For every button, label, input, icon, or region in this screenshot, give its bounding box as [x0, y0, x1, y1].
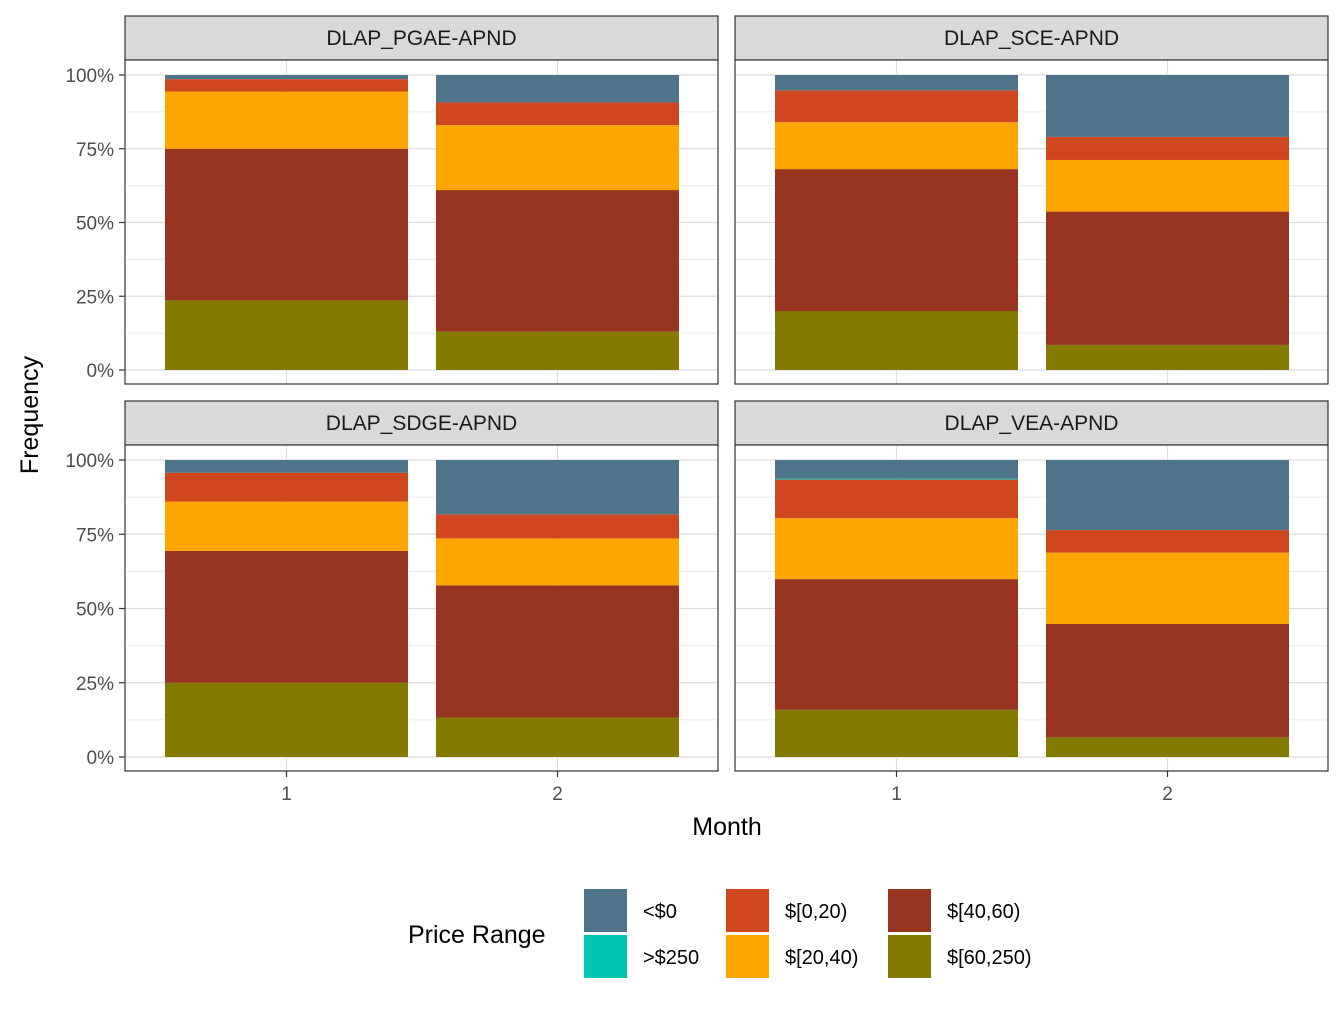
y-tick-label: 50%	[76, 600, 114, 621]
y-tick-label: 0%	[87, 748, 115, 769]
bar-segment	[775, 579, 1018, 710]
y-tick-label: 25%	[76, 674, 114, 695]
facet-strip	[124, 15, 719, 61]
bar-segment	[1046, 159, 1289, 212]
x-tick-label: 2	[552, 784, 563, 805]
bar-segment	[1046, 552, 1289, 624]
bar-segment	[436, 75, 679, 103]
bar-segment	[436, 102, 679, 126]
legend-swatch	[888, 935, 931, 978]
x-tick-label: 1	[281, 784, 292, 805]
panel-border	[734, 59, 1329, 385]
bar-segment	[1046, 623, 1289, 738]
x-tick-label: 2	[1162, 784, 1173, 805]
bar-segment	[436, 125, 679, 191]
bar-segment	[1046, 460, 1289, 531]
y-tick-label: 75%	[76, 140, 114, 161]
bar-segment	[775, 75, 1018, 91]
legend-label: $[20,40)	[785, 947, 858, 969]
bar-segment	[775, 709, 1018, 757]
y-tick-label: 100%	[65, 66, 114, 87]
bar-segment	[1046, 737, 1289, 757]
bar-segment	[165, 550, 408, 683]
bar-segment	[775, 518, 1018, 580]
bar-segment	[165, 148, 408, 301]
legend-label: $[0,20)	[785, 901, 847, 923]
facet-strip	[124, 400, 719, 446]
bar-segment	[436, 331, 679, 370]
y-tick-label: 75%	[76, 525, 114, 546]
bar-segment	[1046, 344, 1289, 370]
legend-title: Price Range	[408, 921, 546, 949]
legend-swatch	[726, 935, 769, 978]
bar-segment	[1046, 75, 1289, 137]
bar-segment	[436, 538, 679, 586]
legend-label: $[60,250)	[947, 947, 1032, 969]
bar-segment	[165, 501, 408, 551]
bar-segment	[436, 460, 679, 515]
x-axis-title: Month	[692, 813, 761, 841]
x-tick-label: 1	[891, 784, 902, 805]
bar-segment	[775, 169, 1018, 311]
bar-segment	[775, 122, 1018, 170]
bar-segment	[165, 79, 408, 92]
bar-segment	[436, 514, 679, 539]
bar-segment	[165, 300, 408, 370]
bar-segment	[436, 717, 679, 757]
bar-segment	[165, 472, 408, 502]
bar-segment	[165, 682, 408, 757]
bar-segment	[1046, 530, 1289, 553]
bar-segment	[436, 190, 679, 332]
bar-segment	[1046, 136, 1289, 160]
y-tick-label: 25%	[76, 287, 114, 308]
facet-title: DLAP_SCE-APND	[944, 27, 1119, 50]
bar-segment	[775, 311, 1018, 370]
legend-swatch	[726, 889, 769, 932]
facet-strip	[734, 400, 1329, 446]
legend-swatch	[584, 935, 627, 978]
legend-label: $[40,60)	[947, 901, 1020, 923]
bar-segment	[436, 585, 679, 718]
facet-title: DLAP_VEA-APND	[945, 412, 1119, 435]
y-tick-label: 100%	[65, 451, 114, 472]
y-axis-title: Frequency	[16, 355, 44, 474]
bar-segment	[165, 75, 408, 80]
bar-segment	[165, 460, 408, 473]
legend-label: <$0	[643, 901, 677, 923]
bar-segment	[775, 478, 1018, 480]
y-tick-label: 0%	[87, 361, 115, 382]
legend-label: >$250	[643, 947, 699, 969]
facet-title: DLAP_SDGE-APND	[326, 412, 517, 435]
facet-title: DLAP_PGAE-APND	[326, 27, 516, 50]
panel-border	[734, 444, 1329, 772]
legend-swatch	[888, 889, 931, 932]
legend-swatch	[584, 889, 627, 932]
bar-segment	[775, 90, 1018, 123]
bar-segment	[1046, 211, 1289, 345]
y-tick-label: 50%	[76, 214, 114, 235]
bar-segment	[775, 460, 1018, 479]
bar-segment	[775, 479, 1018, 519]
bar-segment	[165, 91, 408, 149]
